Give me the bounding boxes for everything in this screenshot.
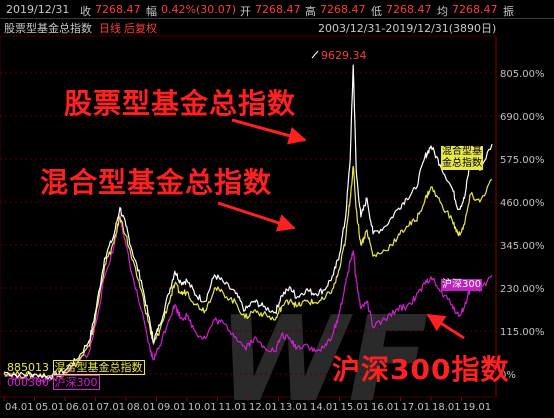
y-tick-label: 460.00% [500,198,545,209]
x-tick-label: 07.01 [97,402,126,413]
hs300-arrow [426,313,465,340]
high-label: 高 [305,5,316,18]
legend-mixed-fund: 885013 混合型基金总指数 [6,360,146,375]
chart-title-bar: 股票型基金总指数 日线 后复权 2003/12/31-2019/12/31(38… [0,19,554,35]
legend-mixed-code: 885013 [7,361,49,374]
quote-date: 2019/12/31 [6,3,70,16]
y-tick-label: 690.00% [500,112,545,123]
stock-fund-callout: 股票型基金总指数 [64,87,297,120]
y-tick-label: 805.00% [500,69,545,80]
level-label: 均 [437,5,448,18]
x-tick-label: 18.01 [432,402,461,413]
level-value: 7268.47 [452,3,498,16]
y-tick-label: 115.00% [500,327,545,338]
low-label: 低 [371,5,382,18]
x-tick-label: 04.01 [5,402,34,413]
y-tick-label: 575.00% [500,155,545,166]
stock-fund-arrow [231,118,307,145]
x-tick-label: 15.01 [341,402,370,413]
adjust-tab[interactable]: 后复权 [124,22,157,35]
low-value: 7268.47 [386,3,432,16]
open-label: 开 [240,5,251,18]
x-tick-label: 08.01 [127,402,156,413]
x-tick-label: 10.01 [188,402,217,413]
hs300-callout: 沪深300指数 [332,353,510,386]
mixed-fund-tag: 混合型基 金总指数 [441,146,483,170]
peak-pointer [311,50,319,59]
x-tick-label: 05.01 [36,402,65,413]
x-tick-label: 11.01 [219,402,248,413]
x-tick-label: 09.01 [158,402,187,413]
date-range: 2003/12/31-2019/12/31(3890日) [318,22,497,35]
x-tick-label: 16.01 [371,402,400,413]
period-tab[interactable]: 日线 [99,22,121,35]
x-tick-label: 17.01 [402,402,431,413]
quote-bar: 2019/12/31 收 7268.47 幅 0.42%(30.07) 开 72… [0,0,554,19]
x-tick-label: 13.01 [280,402,309,413]
legend-hs300-code: 000300 [7,376,49,389]
legend-hs300: 000300 沪深300 [6,375,101,390]
change-value: 0.42%(30.07) [161,3,237,16]
y-tick-label: 0% [500,370,516,381]
x-tick-label: 14.01 [310,402,339,413]
mixed-fund-tag-line2: 金总指数 [442,158,482,169]
x-tick-label: 19.01 [463,402,492,413]
series-mixed-fund [3,165,493,380]
close-value: 7268.47 [95,3,141,16]
change-label: 幅 [146,5,157,18]
series-stock-fund [3,64,493,380]
index-name: 股票型基金总指数 [4,22,92,35]
hs300-tag: 沪深300 [441,279,483,291]
high-value: 7268.47 [320,3,366,16]
mixed-fund-tag-line1: 混合型基 [442,146,482,157]
x-tick-label: 06.01 [66,402,95,413]
peak-label: 9629.34 [321,49,367,62]
x-tick-label: 12.01 [249,402,278,413]
mixed-fund-callout: 混合型基金总指数 [40,166,273,199]
legend-mixed-name: 混合型基金总指数 [52,360,145,375]
y-tick-label: 230.00% [500,284,545,295]
mixed-fund-arrow [217,201,296,232]
close-label: 收 [80,5,91,18]
more-label: 振 [503,5,514,18]
y-tick-label: 345.00% [500,241,545,252]
legend-hs300-name: 沪深300 [52,375,100,390]
open-value: 7268.47 [255,3,301,16]
